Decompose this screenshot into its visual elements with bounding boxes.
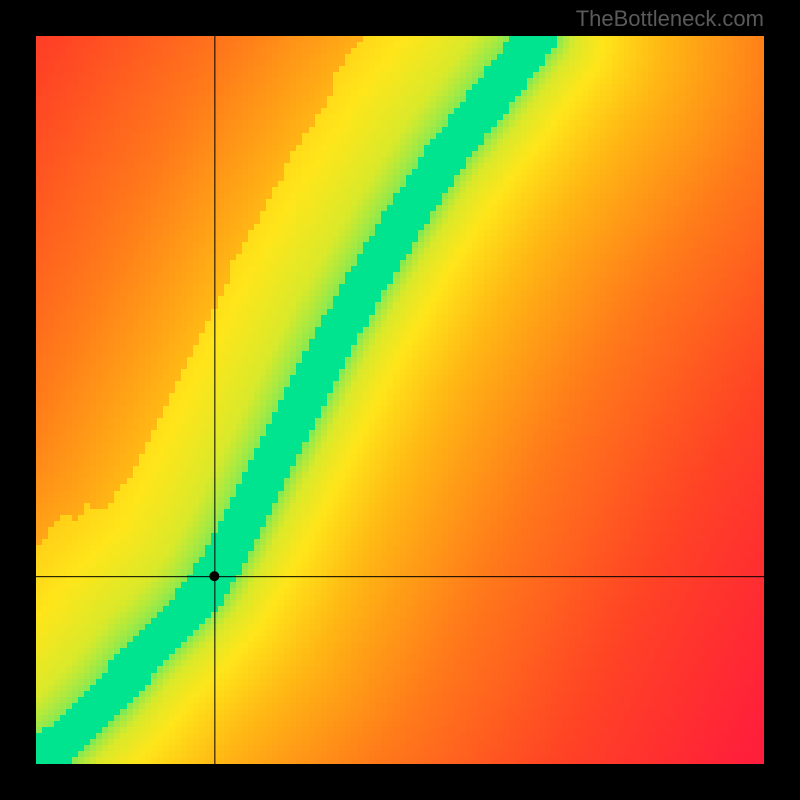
watermark-text: TheBottleneck.com bbox=[576, 6, 764, 32]
bottleneck-heatmap bbox=[36, 36, 764, 764]
